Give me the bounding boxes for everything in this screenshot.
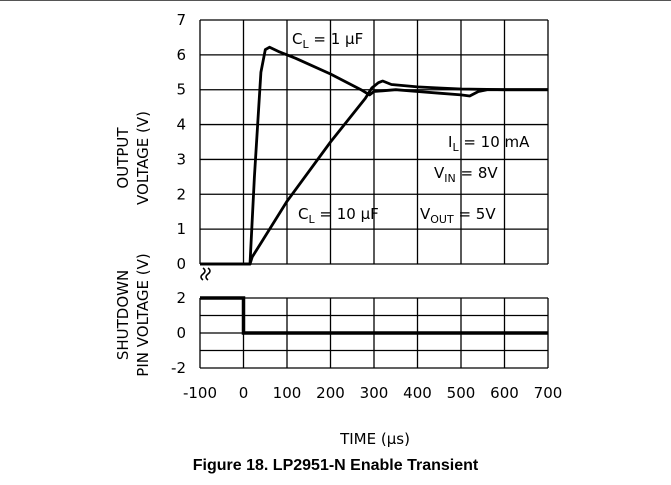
- xtick-label: -100: [183, 384, 217, 402]
- xtick-label: 700: [534, 384, 563, 402]
- lower-ytick-label: -2: [171, 359, 186, 377]
- xtick-label: 100: [273, 384, 302, 402]
- lower-ytick-label: 2: [176, 289, 186, 307]
- upper-ytick-label: 4: [176, 116, 186, 134]
- lower-ytick-label: 0: [176, 324, 186, 342]
- upper-series-group: [200, 45, 548, 266]
- tick-labels: 0 1 2 3 4 5 6 7 2 0 -2 -100 0 100 200 300 400 500 600 700: [171, 11, 562, 402]
- xtick-label: 500: [447, 384, 476, 402]
- lower-ylabel-line2: PIN VOLTAGE (V): [134, 253, 152, 376]
- lower-ylabel-line1: SHUTDOWN: [114, 270, 132, 360]
- xtick-label: 300: [360, 384, 389, 402]
- label-il: IL = 10 mA: [448, 133, 530, 154]
- xtick-label: 600: [490, 384, 519, 402]
- xlabel: TIME (μs): [339, 430, 410, 448]
- upper-ylabel-line2: VOLTAGE (V): [134, 111, 152, 205]
- upper-ytick-label: 6: [176, 46, 186, 64]
- xtick-label: 0: [239, 384, 249, 402]
- series-cl-1uf-line: [200, 45, 548, 266]
- upper-ytick-label: 5: [176, 81, 186, 99]
- lower-series-group: [200, 296, 548, 335]
- upper-ytick-label: 7: [176, 11, 186, 29]
- series-cl-10uf-line: [200, 79, 548, 266]
- upper-ytick-label: 1: [176, 220, 186, 238]
- upper-ylabel-line1: OUTPUT: [114, 127, 132, 189]
- top-rule: [0, 0, 671, 1]
- label-vout: VOUT = 5V: [420, 205, 496, 226]
- series-shutdown-line: [200, 296, 548, 335]
- label-vin: VIN = 8V: [434, 164, 498, 185]
- upper-ytick-label: 3: [176, 150, 186, 168]
- figure-caption: Figure 18. LP2951-N Enable Transient: [192, 457, 479, 474]
- upper-ytick-label: 2: [176, 185, 186, 203]
- xtick-label: 400: [403, 384, 432, 402]
- xtick-label: 200: [316, 384, 345, 402]
- axis-break-marker: [200, 267, 211, 281]
- label-cl-10uf: CL = 10 μF: [298, 205, 379, 226]
- upper-ytick-label: 0: [176, 255, 186, 273]
- label-cl-1uf: CL = 1 μF: [292, 30, 363, 51]
